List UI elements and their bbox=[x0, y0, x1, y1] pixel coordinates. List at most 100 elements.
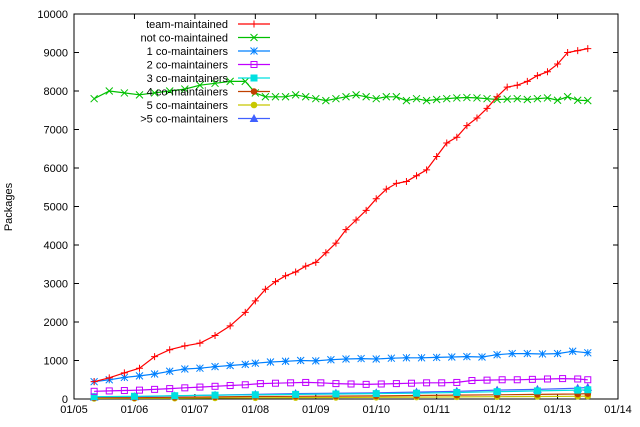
data-point bbox=[332, 380, 340, 388]
data-point bbox=[241, 77, 250, 86]
data-point bbox=[372, 195, 380, 203]
data-point bbox=[543, 94, 552, 102]
data-point bbox=[463, 122, 471, 130]
data-point bbox=[554, 60, 562, 68]
y-tick-label: 3000 bbox=[44, 279, 68, 291]
data-point bbox=[372, 355, 381, 363]
data-point bbox=[498, 376, 506, 384]
data-point bbox=[282, 272, 290, 280]
legend-label: team-maintained bbox=[146, 19, 228, 31]
data-point bbox=[543, 68, 551, 76]
legend-label: 1 co-maintainers bbox=[147, 46, 229, 58]
data-point bbox=[347, 380, 355, 388]
data-point bbox=[105, 87, 114, 95]
data-point bbox=[342, 355, 350, 363]
data-point bbox=[281, 357, 290, 366]
data-point bbox=[377, 380, 385, 388]
x-tick-label: 01/08 bbox=[242, 404, 270, 416]
x-tick-label: 01/09 bbox=[302, 404, 330, 416]
y-tick-label: 9000 bbox=[44, 48, 68, 60]
data-point bbox=[312, 258, 320, 266]
data-point bbox=[166, 346, 174, 354]
data-point bbox=[302, 262, 310, 270]
data-point bbox=[453, 378, 461, 386]
data-point bbox=[584, 376, 592, 384]
legend-marker bbox=[249, 113, 259, 122]
data-point bbox=[271, 278, 279, 286]
data-point bbox=[90, 94, 99, 103]
data-point bbox=[362, 206, 370, 214]
x-tick-label: 01/13 bbox=[544, 404, 572, 416]
data-point bbox=[553, 96, 562, 105]
data-point bbox=[503, 95, 512, 103]
x-axis: 01/05 01/06 01/07 01/08 01/09 01/10 01/11 01/12… bbox=[60, 14, 632, 416]
data-point bbox=[523, 77, 531, 85]
data-point bbox=[226, 382, 234, 390]
data-point bbox=[180, 85, 189, 93]
data-point bbox=[266, 358, 275, 366]
data-point bbox=[150, 89, 159, 97]
legend-marker bbox=[250, 20, 258, 28]
data-point bbox=[513, 94, 522, 103]
series-3 bbox=[90, 375, 592, 395]
data-point bbox=[382, 185, 390, 193]
data-point bbox=[362, 380, 370, 388]
data-point bbox=[211, 79, 219, 88]
legend-label: not co-maintained bbox=[141, 33, 228, 45]
x-tick-label: 01/11 bbox=[423, 404, 450, 416]
data-point bbox=[311, 94, 320, 103]
data-point bbox=[165, 367, 174, 376]
data-point bbox=[452, 94, 461, 102]
data-point bbox=[281, 92, 290, 101]
legend-marker bbox=[250, 101, 258, 109]
data-point bbox=[433, 152, 441, 160]
data-point bbox=[261, 92, 270, 101]
data-point bbox=[513, 376, 521, 384]
series-line bbox=[94, 393, 588, 399]
data-point bbox=[453, 388, 461, 396]
legend-marker bbox=[250, 47, 258, 55]
data-point bbox=[151, 353, 159, 361]
x-tick-label: 01/07 bbox=[181, 404, 209, 416]
data-point bbox=[533, 94, 542, 103]
data-point bbox=[332, 239, 340, 247]
data-point bbox=[357, 354, 365, 363]
data-point bbox=[120, 373, 129, 382]
data-point bbox=[392, 179, 400, 187]
x-tick-label: 01/05 bbox=[60, 404, 88, 416]
data-point bbox=[292, 390, 300, 398]
data-point bbox=[553, 349, 562, 358]
data-point bbox=[241, 308, 249, 316]
data-point bbox=[574, 386, 582, 394]
data-point bbox=[120, 369, 128, 377]
data-point bbox=[422, 96, 431, 105]
data-point bbox=[538, 350, 547, 358]
data-point bbox=[296, 356, 305, 365]
data-point bbox=[432, 95, 441, 104]
data-point bbox=[180, 365, 189, 373]
data-point bbox=[483, 376, 491, 384]
data-point bbox=[226, 322, 234, 330]
data-point bbox=[493, 93, 501, 101]
data-point bbox=[322, 249, 330, 257]
data-point bbox=[196, 339, 204, 347]
data-point bbox=[468, 377, 476, 385]
y-tick-label: 7000 bbox=[44, 125, 68, 137]
data-point bbox=[407, 379, 415, 387]
data-point bbox=[181, 342, 189, 350]
data-point bbox=[574, 47, 582, 55]
data-point bbox=[402, 177, 410, 185]
data-point bbox=[352, 216, 360, 224]
y-axis-label: Packages bbox=[3, 182, 15, 231]
data-point bbox=[483, 94, 491, 103]
series-line bbox=[94, 350, 588, 383]
data-point bbox=[211, 391, 219, 399]
legend-marker bbox=[250, 74, 258, 82]
data-point bbox=[584, 386, 592, 394]
data-point bbox=[342, 226, 350, 234]
legend-label: 4 co-maintainers bbox=[147, 87, 229, 99]
series-line bbox=[94, 377, 588, 392]
data-point bbox=[105, 374, 113, 382]
data-point bbox=[226, 361, 235, 370]
